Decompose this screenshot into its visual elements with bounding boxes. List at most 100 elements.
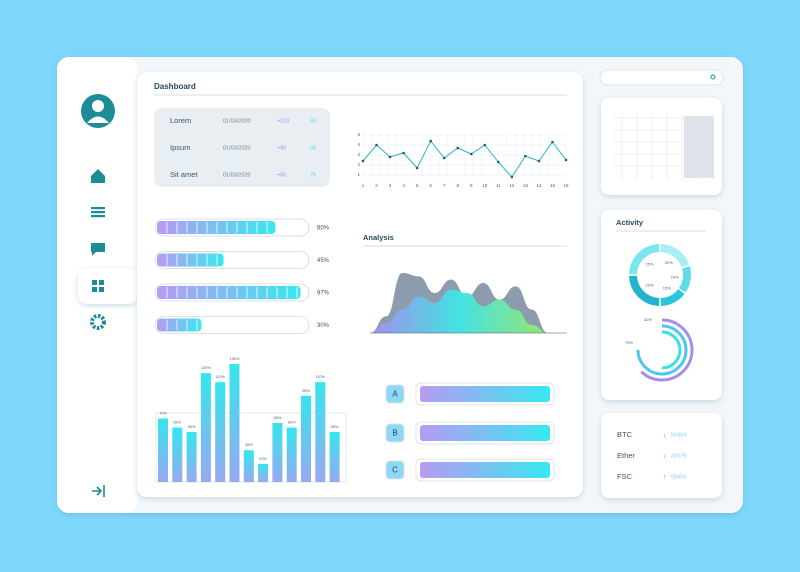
progress-label: 97%: [317, 291, 330, 297]
table-cell: 01/03/2020: [223, 145, 251, 151]
home-icon[interactable]: [91, 169, 105, 183]
radial-arc: [636, 324, 688, 376]
donut-segment: [678, 266, 691, 293]
search-icon[interactable]: [710, 74, 716, 80]
table-cell: Sit amet: [170, 170, 198, 179]
donut-label: 25%: [645, 283, 653, 288]
donut-segment: [660, 244, 690, 268]
bar-label: 65%: [274, 416, 282, 420]
calendar-highlight: [684, 116, 714, 178]
line-point: [497, 160, 500, 164]
table-cell: Lorem: [170, 116, 191, 125]
table-cell: +60: [277, 172, 286, 178]
table-cell: +120: [277, 118, 289, 124]
x-tick-label: 7: [443, 183, 446, 188]
donut-label: 25%: [645, 261, 653, 266]
line-point: [375, 143, 378, 147]
x-tick-label: 1: [362, 183, 365, 188]
bar: [186, 432, 197, 482]
table-cell: 01/03/2020: [223, 172, 251, 178]
chat-icon[interactable]: [91, 243, 105, 256]
line-point: [537, 159, 541, 163]
line-point: [469, 152, 473, 156]
x-tick-label: 5: [416, 183, 419, 188]
x-tick-label: 9: [470, 183, 473, 188]
chart-title: Analysis: [363, 233, 394, 242]
crypto-arrow: ↑: [663, 474, 667, 481]
donut-label: 15%: [663, 285, 671, 290]
line-point: [456, 146, 460, 150]
crypto-value: 59456: [671, 474, 686, 480]
progress-label: 45%: [317, 258, 330, 264]
donut-segment: [629, 244, 660, 275]
logout-icon[interactable]: [92, 485, 105, 497]
donut-label: 20%: [665, 260, 673, 265]
option-button[interactable]: [385, 423, 405, 443]
progress-label: 30%: [317, 323, 330, 329]
bar-label: 110%: [316, 375, 326, 379]
bar-label: 60%: [173, 421, 181, 425]
donut-segment: [660, 288, 685, 306]
donut-segment: [629, 275, 660, 306]
line-point: [564, 158, 568, 162]
x-tick-label: 8: [456, 183, 459, 188]
y-tick-label: 5: [357, 132, 360, 137]
bar: [301, 395, 311, 482]
bar: [215, 382, 226, 482]
bar-label: 20%: [259, 457, 267, 461]
grid-icon: [92, 280, 104, 292]
x-tick-label: 15: [550, 183, 556, 188]
line-point: [415, 166, 419, 170]
radial-arc: [642, 330, 682, 370]
option-bar: [420, 462, 550, 478]
option-bar: [420, 386, 550, 402]
bar: [286, 427, 297, 482]
bar-label: 130%: [230, 357, 240, 361]
option-button[interactable]: [385, 384, 405, 404]
line-point: [510, 175, 514, 179]
donut-label: 15%: [671, 274, 679, 279]
line-point: [388, 155, 392, 159]
progress-bar: [157, 318, 202, 332]
bar: [158, 418, 168, 482]
bar-label: 110%: [215, 375, 225, 379]
bar: [258, 463, 269, 482]
bar: [229, 364, 240, 482]
line-point: [402, 151, 405, 155]
menu-icon[interactable]: [91, 207, 105, 218]
bar: [329, 432, 340, 482]
x-tick-label: 6: [429, 183, 432, 188]
option-label: A: [392, 390, 398, 399]
search-box[interactable]: [599, 69, 724, 86]
avatar-body: [87, 116, 109, 123]
y-tick-label: 2: [357, 162, 360, 167]
option-button[interactable]: [385, 460, 405, 480]
avatar-head: [92, 100, 104, 112]
crypto-arrow: ↓: [663, 453, 667, 460]
crypto-panel: [601, 413, 722, 498]
line-point: [429, 139, 432, 143]
bar-label: 120%: [201, 366, 211, 370]
x-tick-label: 13: [523, 183, 529, 188]
bar-label: 35%: [245, 443, 253, 447]
progress-label: 80%: [317, 226, 330, 232]
x-tick-label: 11: [496, 183, 501, 188]
bar: [315, 382, 326, 482]
y-tick-label: 3: [357, 152, 360, 157]
table-box: [154, 108, 330, 187]
table-cell: 50: [310, 118, 316, 124]
x-tick-label: 12: [509, 183, 515, 188]
table-cell: 34: [310, 145, 316, 151]
table-cell: 01/03/2020: [223, 118, 251, 124]
option-label: B: [392, 429, 397, 438]
radial-label: 75%: [625, 340, 633, 345]
crypto-arrow: ↓: [663, 432, 667, 439]
settings-icon[interactable]: [90, 314, 106, 330]
bar-label: 70%: [159, 411, 167, 415]
x-tick-label: 14: [536, 183, 542, 188]
radial-arc: [630, 318, 694, 382]
line-series: [362, 140, 567, 178]
active-tab[interactable]: [78, 268, 138, 304]
